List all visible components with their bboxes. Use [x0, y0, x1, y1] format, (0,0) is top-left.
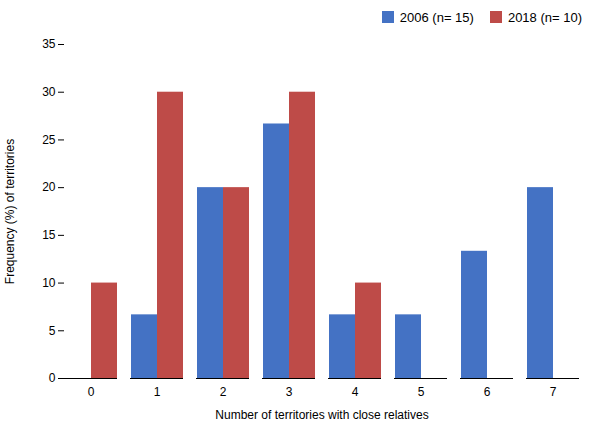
svg-text:35: 35 — [42, 37, 56, 51]
svg-text:1: 1 — [154, 385, 161, 399]
html-text:2006 (n= 15): 2006 (n= 15) — [399, 9, 474, 25]
svg-text:20: 20 — [42, 180, 56, 194]
svg-text:5: 5 — [49, 324, 56, 338]
svg-text:7: 7 — [550, 385, 557, 399]
svg-text:2: 2 — [220, 385, 227, 399]
svg-text:5: 5 — [418, 385, 425, 399]
svg-text:3: 3 — [286, 385, 293, 399]
html-text:2018 (n= 10): 2018 (n= 10) — [507, 9, 582, 25]
svg-text:6: 6 — [484, 385, 491, 399]
svg-text:10: 10 — [42, 276, 56, 290]
svg-text:25: 25 — [42, 133, 56, 147]
svg-text:4: 4 — [352, 385, 359, 399]
svg-text:30: 30 — [42, 85, 56, 99]
svg-text:0: 0 — [88, 385, 95, 399]
svg-text:Number of territories with clo: Number of territories with close relativ… — [215, 408, 428, 422]
svg-text:Frequency (%) of territories: Frequency (%) of territories — [3, 139, 17, 284]
svg-text:15: 15 — [42, 228, 56, 242]
svg-text:0: 0 — [49, 371, 56, 385]
